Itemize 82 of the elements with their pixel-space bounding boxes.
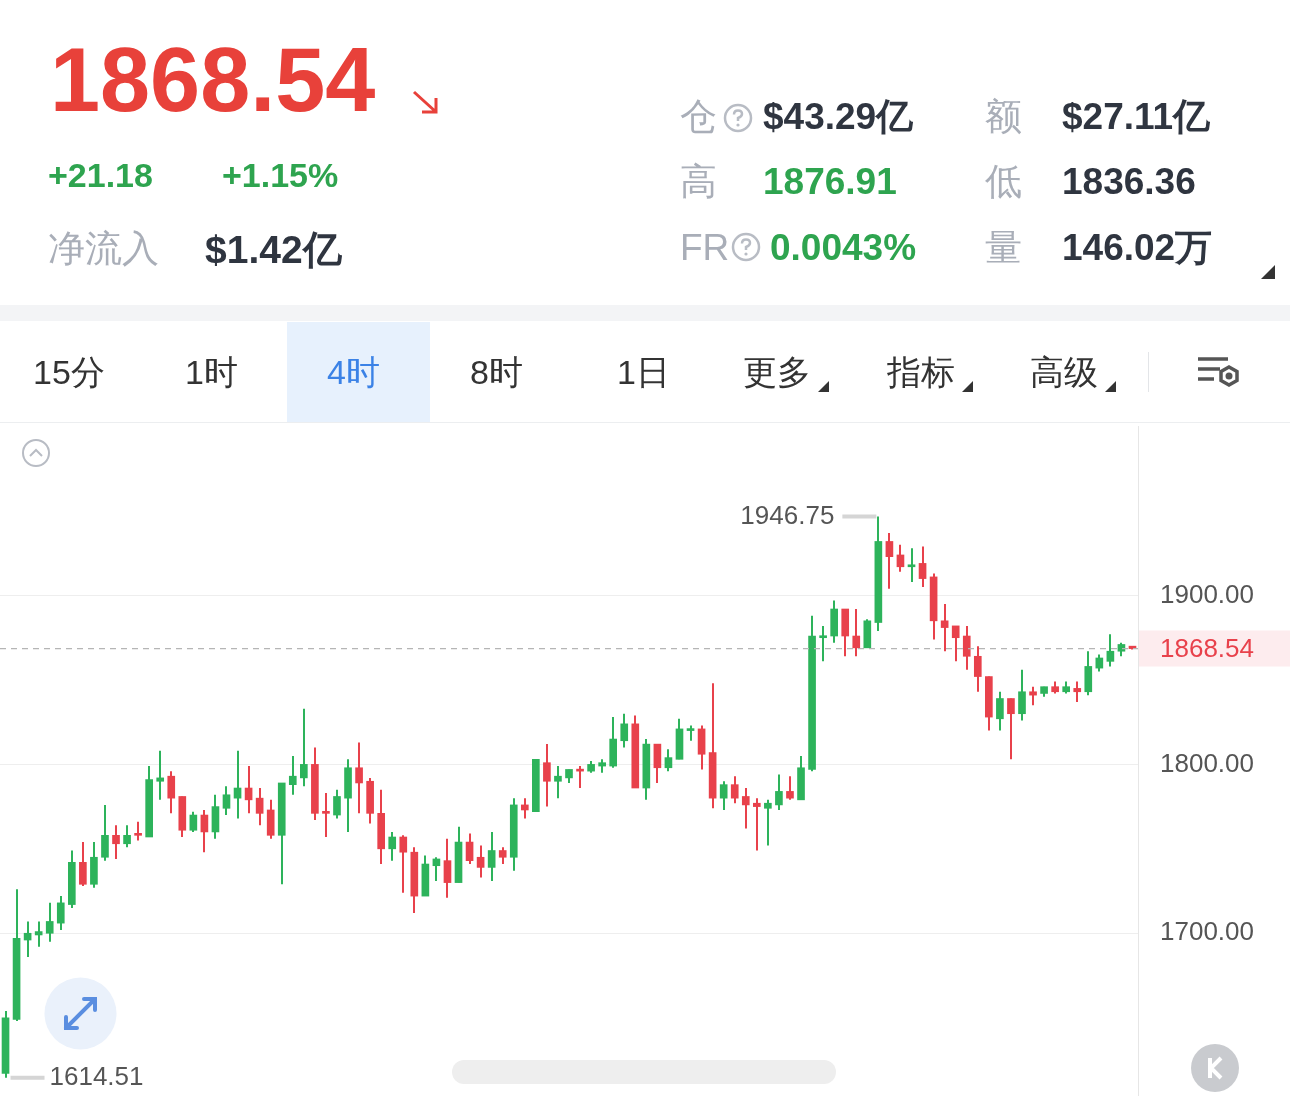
text: 仓: [680, 96, 717, 137]
candlestick: [476, 844, 485, 879]
candlestick: [134, 820, 142, 842]
candlestick: [741, 787, 750, 830]
text: 高级: [1030, 353, 1098, 391]
text: 4时: [327, 353, 380, 391]
candlestick: [288, 754, 297, 796]
text: 指标: [887, 353, 955, 391]
candlestick: [940, 602, 949, 653]
candlestick: [222, 785, 231, 817]
candlestick: [852, 608, 861, 658]
candlestick: [973, 645, 982, 693]
candlestick: [1018, 668, 1026, 722]
annotation: 1946.75: [740, 499, 835, 530]
text: 0.0043%: [770, 227, 917, 268]
text: 8时: [470, 353, 523, 391]
candlestick: [399, 834, 408, 894]
ref-line-label: 1868.54: [1160, 632, 1254, 663]
text: 146.02万: [1062, 227, 1213, 268]
candlestick: [1007, 697, 1015, 761]
candlestick: [730, 775, 739, 805]
candlestick: [101, 803, 109, 862]
candlestick: [664, 748, 673, 773]
candlestick: [775, 773, 783, 811]
text: 1时: [185, 353, 238, 391]
candlestick: [300, 707, 308, 788]
candlestick: [996, 690, 1004, 732]
text: $27.11亿: [1062, 96, 1211, 137]
candlestick: [764, 798, 772, 847]
candlestick: [56, 895, 65, 931]
text: $1.42亿: [205, 228, 342, 271]
y-tick-label: 1900.00: [1160, 578, 1254, 609]
text: 量: [985, 227, 1022, 268]
candlestick: [951, 624, 960, 663]
text: +1.15%: [222, 156, 339, 194]
candlestick: [123, 824, 131, 849]
candlestick: [520, 797, 529, 820]
text: 低: [985, 161, 1022, 202]
candlestick: [34, 920, 43, 948]
candlestick: [255, 787, 264, 827]
candlestick: [786, 775, 794, 801]
text: 1836.36: [1062, 161, 1196, 202]
candlestick: [112, 824, 120, 860]
text: 1868.54: [50, 30, 376, 130]
candlestick: [45, 901, 54, 943]
candlestick: [719, 780, 728, 811]
candlestick: [443, 837, 452, 899]
candlestick: [333, 788, 341, 820]
text: 15分: [33, 353, 105, 391]
text: +21.18: [48, 156, 153, 194]
candlestick: [918, 545, 927, 589]
candlestick: [167, 770, 176, 815]
candlestick: [355, 741, 363, 815]
candlestick: [79, 841, 87, 887]
text: 净流入: [48, 228, 159, 269]
candlestick: [819, 624, 827, 663]
candlestick: [543, 743, 551, 808]
candlestick: [1029, 685, 1037, 707]
text: $43.29亿: [763, 96, 914, 137]
text: 更多: [743, 353, 811, 391]
candlestick: [189, 810, 198, 833]
y-tick-label: 1700.00: [1160, 916, 1254, 947]
candlestick: [962, 624, 971, 671]
y-tick-label: 1800.00: [1160, 747, 1254, 778]
candlestick: [907, 547, 916, 583]
candlestick: [465, 832, 474, 866]
candlestick: [885, 532, 894, 590]
text: FR: [680, 227, 730, 268]
candlestick: [554, 765, 562, 800]
candlestick: [1073, 680, 1082, 703]
annotation: 1614.51: [49, 1060, 144, 1091]
candlestick: [156, 749, 165, 801]
text: 高: [680, 161, 717, 202]
candlestick: [620, 712, 629, 749]
candlestick: [388, 830, 397, 862]
candlestick: [487, 830, 496, 882]
text: 额: [985, 96, 1022, 137]
text: 1876.91: [763, 161, 897, 202]
candlestick: [322, 792, 330, 838]
candlestick: [753, 797, 761, 852]
text: 1日: [617, 353, 670, 391]
candlestick: [1106, 633, 1115, 668]
